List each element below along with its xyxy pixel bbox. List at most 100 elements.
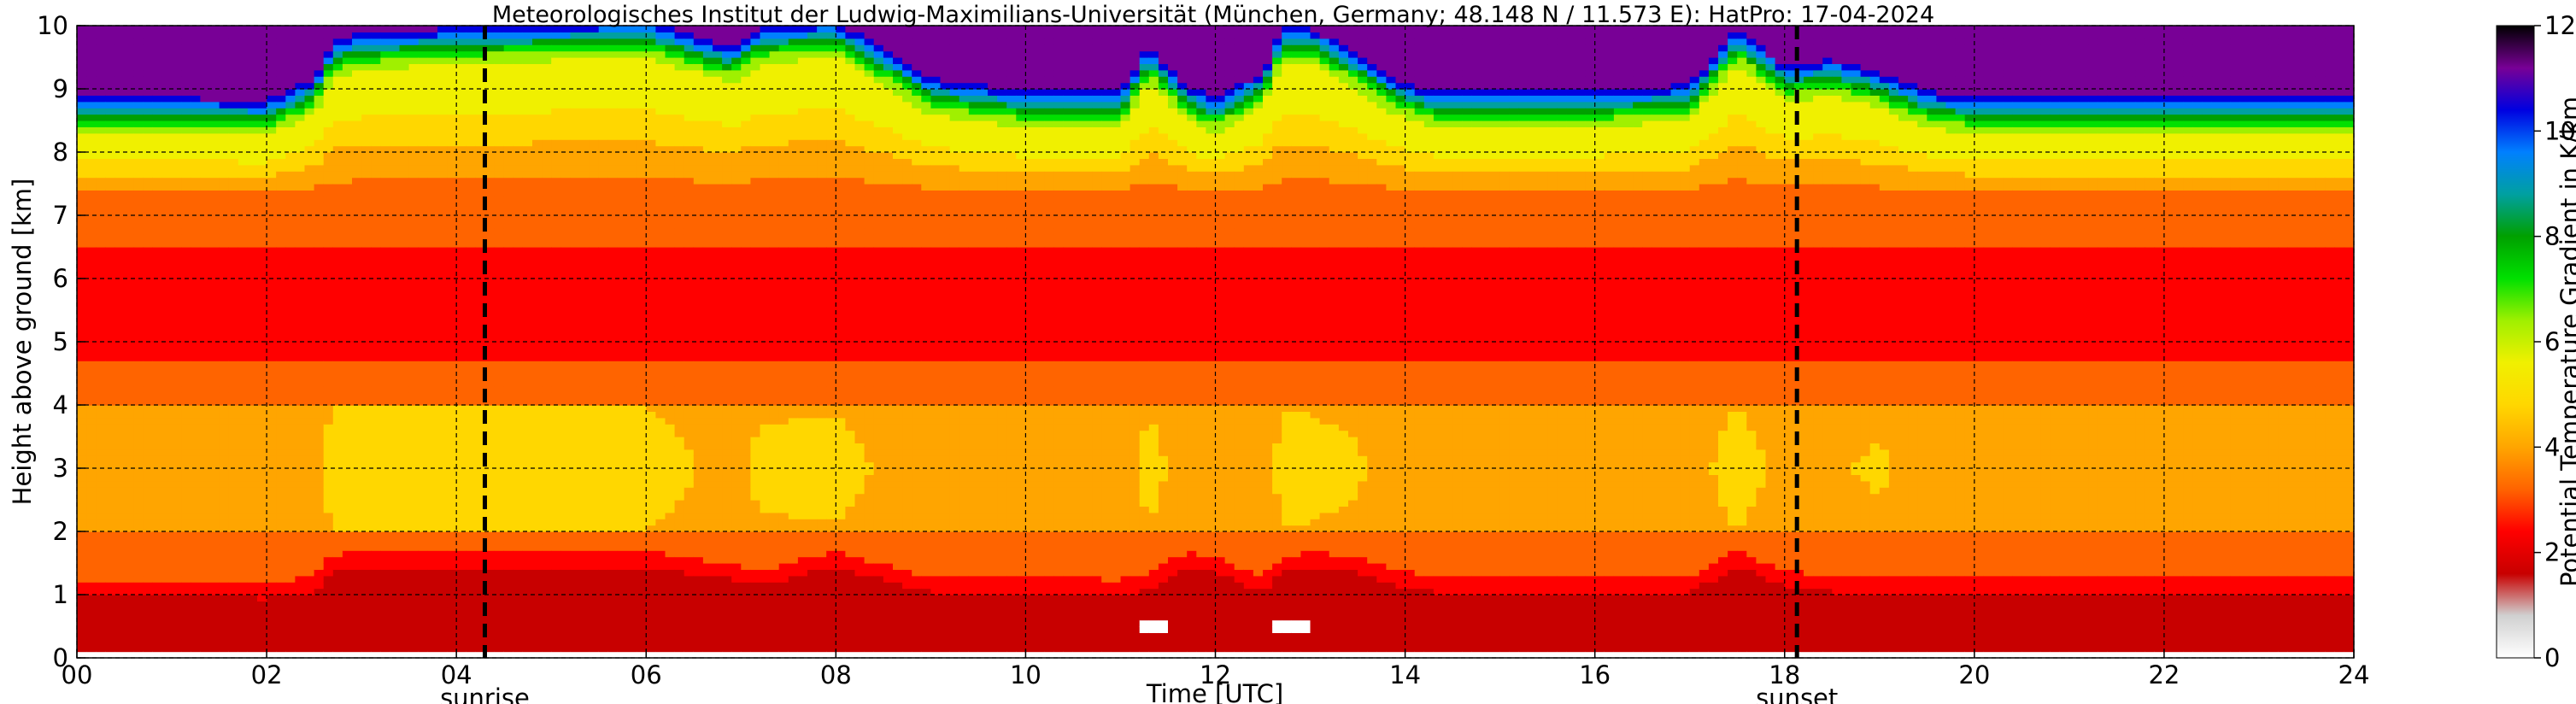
- heatmap-cell: [333, 323, 343, 330]
- heatmap-cell: [523, 291, 533, 298]
- heatmap-cell: [504, 367, 514, 374]
- heatmap-cell: [371, 645, 381, 652]
- heatmap-cell: [86, 537, 97, 544]
- heatmap-cell: [162, 323, 173, 330]
- heatmap-cell: [162, 620, 173, 627]
- heatmap-cell: [144, 455, 154, 462]
- heatmap-cell: [324, 51, 334, 58]
- heatmap-cell: [333, 392, 343, 399]
- heatmap-cell: [96, 228, 106, 235]
- heatmap-cell: [314, 51, 325, 58]
- heatmap-cell: [229, 443, 239, 449]
- heatmap-cell: [153, 247, 163, 254]
- heatmap-cell: [153, 639, 163, 646]
- heatmap-cell: [305, 342, 315, 349]
- heatmap-cell: [324, 63, 334, 70]
- heatmap-cell: [220, 563, 230, 570]
- heatmap-cell: [466, 285, 476, 291]
- heatmap-cell: [428, 494, 438, 501]
- heatmap-cell: [419, 89, 429, 96]
- heatmap-cell: [153, 310, 163, 317]
- heatmap-cell: [371, 253, 381, 260]
- heatmap-cell: [314, 411, 325, 418]
- heatmap-cell: [114, 63, 125, 70]
- heatmap-cell: [77, 215, 87, 222]
- heatmap-cell: [248, 443, 258, 449]
- heatmap-cell: [409, 424, 420, 431]
- heatmap-cell: [428, 89, 438, 96]
- heatmap-cell: [276, 215, 286, 222]
- heatmap-cell: [305, 285, 315, 291]
- heatmap-cell: [513, 234, 524, 241]
- heatmap-cell: [238, 310, 249, 317]
- heatmap-cell: [295, 89, 305, 96]
- heatmap-cell: [86, 487, 97, 494]
- heatmap-cell: [285, 613, 296, 620]
- heatmap-cell: [200, 455, 210, 462]
- heatmap-cell: [191, 595, 201, 601]
- heatmap-cell: [361, 316, 372, 323]
- heatmap-cell: [333, 171, 343, 178]
- heatmap-cell: [352, 494, 362, 501]
- heatmap-cell: [380, 26, 390, 32]
- heatmap-cell: [267, 329, 277, 336]
- heatmap-cell: [210, 51, 220, 58]
- heatmap-cell: [285, 114, 296, 121]
- heatmap-cell: [181, 525, 191, 532]
- heatmap-cell: [285, 63, 296, 70]
- heatmap-cell: [86, 525, 97, 532]
- heatmap-cell: [162, 355, 173, 361]
- heatmap-cell: [314, 260, 325, 267]
- heatmap-cell: [153, 418, 163, 425]
- heatmap-cell: [229, 329, 239, 336]
- heatmap-cell: [210, 310, 220, 317]
- heatmap-cell: [466, 89, 476, 96]
- heatmap-cell: [466, 601, 476, 607]
- heatmap-cell: [191, 190, 201, 197]
- heatmap-cell: [172, 241, 182, 248]
- heatmap-cell: [371, 487, 381, 494]
- heatmap-cell: [371, 260, 381, 267]
- heatmap-cell: [238, 38, 249, 45]
- heatmap-cell: [125, 57, 135, 64]
- heatmap-cell: [542, 443, 552, 449]
- heatmap-cell: [409, 63, 420, 70]
- heatmap-cell: [485, 595, 496, 601]
- heatmap-cell: [409, 620, 420, 627]
- heatmap-cell: [456, 89, 466, 96]
- heatmap-cell: [523, 487, 533, 494]
- heatmap-cell: [172, 443, 182, 449]
- heatmap-cell: [285, 367, 296, 374]
- heatmap-cell: [314, 455, 325, 462]
- heatmap-cell: [134, 297, 144, 304]
- heatmap-cell: [105, 221, 115, 228]
- heatmap-cell: [295, 114, 305, 121]
- heatmap-cell: [437, 607, 448, 614]
- heatmap-cell: [295, 133, 305, 140]
- heatmap-cell: [466, 260, 476, 267]
- heatmap-cell: [134, 63, 144, 70]
- heatmap-cell: [305, 613, 315, 620]
- heatmap-cell: [200, 260, 210, 267]
- heatmap-cell: [248, 513, 258, 519]
- heatmap-cell: [295, 449, 305, 456]
- heatmap-cell: [285, 108, 296, 114]
- heatmap-cell: [86, 158, 97, 165]
- heatmap-cell: [447, 184, 457, 191]
- heatmap-cell: [390, 569, 400, 576]
- heatmap-cell: [428, 126, 438, 133]
- heatmap-cell: [361, 537, 372, 544]
- heatmap-cell: [361, 120, 372, 127]
- heatmap-cell: [380, 506, 390, 513]
- heatmap-cell: [542, 620, 552, 627]
- heatmap-cell: [305, 221, 315, 228]
- heatmap-cell: [105, 304, 115, 311]
- heatmap-cell: [86, 582, 97, 589]
- heatmap-cell: [125, 569, 135, 576]
- heatmap-cell: [523, 537, 533, 544]
- heatmap-cell: [428, 165, 438, 172]
- heatmap-cell: [162, 576, 173, 583]
- heatmap-cell: [134, 462, 144, 469]
- heatmap-cell: [447, 373, 457, 380]
- heatmap-cell: [390, 342, 400, 349]
